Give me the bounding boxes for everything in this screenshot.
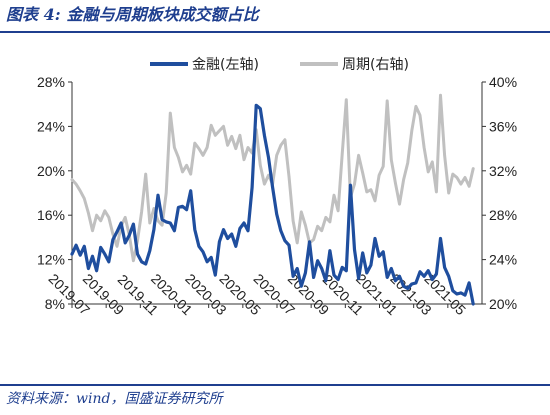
figure-title: 金融与周期板块成交额占比 xyxy=(66,5,259,24)
y-left-tick-label: 28% xyxy=(37,74,65,90)
y-left-tick-label: 20% xyxy=(37,163,65,179)
chart-axes: 8%12%16%20%24%28%20%24%28%32%36%40%2019-… xyxy=(37,74,517,318)
y-left-tick-label: 8% xyxy=(45,296,65,312)
y-right-tick-label: 32% xyxy=(489,163,517,179)
figure-number: 图表 4: xyxy=(6,5,61,24)
y-left-tick-label: 24% xyxy=(37,118,65,134)
chart: 8%12%16%20%24%28%20%24%28%32%36%40%2019-… xyxy=(37,57,517,318)
y-right-tick-label: 36% xyxy=(489,118,517,134)
chart-legend: 金融(左轴) 周期(右轴) xyxy=(150,57,409,73)
legend-label: 周期(右轴) xyxy=(342,57,409,73)
legend-label: 金融(左轴) xyxy=(192,57,259,73)
header-rule xyxy=(0,31,550,33)
footer-rule xyxy=(0,384,550,386)
series-line-finance xyxy=(70,103,475,306)
figure-caption: 图表 4: 金融与周期板块成交额占比 xyxy=(0,0,550,30)
chart-series xyxy=(70,93,475,306)
y-right-tick-label: 24% xyxy=(489,252,517,268)
y-left-tick-label: 12% xyxy=(37,252,65,268)
source-note: 资料来源：wind，国盛证券研究所 xyxy=(6,391,223,407)
y-right-tick-label: 40% xyxy=(489,74,517,90)
y-left-tick-label: 16% xyxy=(37,207,65,223)
y-right-tick-label: 20% xyxy=(489,296,517,312)
y-right-tick-label: 28% xyxy=(489,207,517,223)
